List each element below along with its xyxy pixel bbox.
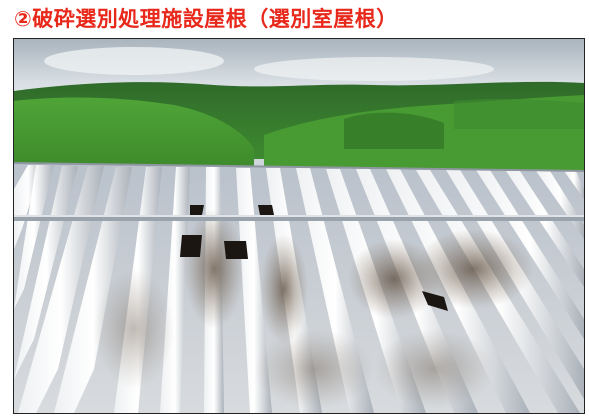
roof-stains bbox=[94, 209, 534, 409]
roof-holes bbox=[180, 205, 448, 311]
purlin-bar bbox=[14, 215, 584, 221]
photo-caption: ②破砕選別処理施設屋根（選別室屋根） bbox=[14, 7, 398, 31]
near-hills-left bbox=[14, 97, 254, 169]
roof-photo bbox=[13, 38, 585, 414]
